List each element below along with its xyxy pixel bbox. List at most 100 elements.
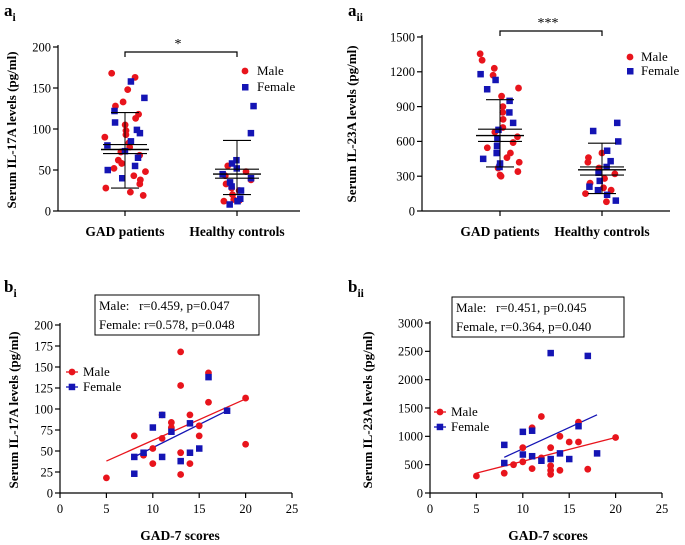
- male-point: [514, 168, 522, 175]
- x-tick-label: 25: [656, 502, 669, 516]
- y-tick-label: 50: [39, 163, 52, 177]
- male-point: [158, 435, 166, 442]
- female-point: [226, 179, 234, 186]
- legend: Male Female: [241, 63, 295, 94]
- female-point: [495, 126, 502, 134]
- male-point: [177, 471, 185, 478]
- y-tick-label: 0: [47, 486, 53, 500]
- male-point: [519, 458, 527, 466]
- male-point: [510, 461, 517, 469]
- legend-male-label: Male: [83, 364, 110, 379]
- male-point: [499, 103, 507, 110]
- panel-bi: bi Serum IL-17A levels (pg/ml) 025507510…: [4, 277, 298, 543]
- male-point: [139, 192, 147, 199]
- female-point: [118, 175, 126, 182]
- female-point: [589, 127, 597, 135]
- axes: 0 300 600 900 1200 1500 GAD patients Healthy co…: [390, 30, 670, 239]
- y-axis-label: Serum IL-23A levels (pg/ml): [344, 45, 359, 202]
- female-point: [506, 109, 513, 116]
- female-point: [186, 449, 194, 456]
- male-point: [103, 474, 110, 482]
- male-point: [507, 149, 514, 157]
- legend-male-marker: [68, 368, 76, 376]
- male-point: [483, 144, 491, 152]
- x-tick-label: 10: [517, 502, 530, 516]
- marks: [473, 349, 619, 480]
- male-point: [612, 434, 619, 441]
- male-point: [473, 472, 480, 480]
- x-tick-label: 5: [473, 502, 479, 516]
- x-tick-label: 10: [147, 502, 160, 516]
- stats-male: Male: r=0.459, p=0.047: [99, 298, 230, 313]
- marks: [101, 69, 261, 208]
- male-point: [124, 86, 132, 94]
- y-tick-label: 2500: [398, 345, 423, 359]
- male-point: [102, 184, 110, 192]
- male-point: [130, 432, 138, 440]
- male-point: [101, 133, 109, 141]
- female-point: [547, 349, 554, 357]
- male-point: [528, 465, 536, 473]
- legend-female-label: Female: [257, 79, 295, 94]
- male-point: [499, 115, 507, 123]
- x-category-label: Healthy controls: [189, 224, 284, 239]
- x-axis-label: GAD-7 scores: [508, 528, 588, 543]
- panel-bii: bii Serum IL-23A levels (pg/ml) 05001000…: [348, 277, 668, 543]
- stats-box-frame: [451, 296, 625, 338]
- female-point: [603, 147, 611, 154]
- legend: Male Female: [66, 364, 121, 394]
- male-point: [126, 188, 134, 196]
- female-point: [501, 459, 508, 467]
- female-point: [615, 138, 622, 145]
- female-point: [140, 449, 147, 456]
- female-point: [501, 441, 508, 449]
- male-point: [118, 160, 126, 167]
- male-point: [490, 64, 498, 72]
- female-point: [586, 183, 593, 190]
- y-tick-label: 100: [32, 122, 51, 136]
- stats-box: Male: r=0.459, p=0.047 Female: r=0.578, …: [94, 294, 260, 336]
- male-point: [603, 198, 610, 206]
- female-point: [111, 107, 118, 115]
- female-point: [127, 138, 135, 145]
- male-point: [177, 449, 185, 457]
- axes: 0 500 1000 1500 2000 2500 3000 0 5 10 15 20 25: [398, 316, 668, 516]
- y-tick-label: 3000: [398, 316, 423, 330]
- female-point: [509, 119, 517, 127]
- y-tick-label: 0: [45, 204, 51, 218]
- legend-male-label: Male: [451, 404, 478, 419]
- y-tick-label: 200: [34, 318, 53, 332]
- female-point: [547, 455, 554, 463]
- female-point: [596, 177, 603, 185]
- male-point: [515, 158, 523, 166]
- legend-female-marker: [242, 84, 249, 91]
- legend-male-marker: [241, 67, 249, 75]
- marks: [103, 348, 250, 482]
- female-point: [205, 373, 212, 381]
- female-point: [136, 129, 144, 137]
- panel-label: ai: [4, 1, 17, 24]
- female-point: [494, 135, 501, 143]
- male-point: [108, 69, 116, 77]
- male-point: [519, 444, 527, 452]
- significance-bracket: [124, 51, 238, 57]
- male-point: [195, 422, 203, 430]
- female-point: [223, 407, 231, 414]
- male-point: [112, 102, 119, 110]
- male-point: [537, 413, 545, 420]
- male-fit-line: [476, 436, 616, 474]
- x-tick-label: 15: [563, 502, 576, 516]
- female-point: [506, 97, 513, 105]
- male-point: [499, 109, 507, 116]
- x-tick-label: 20: [609, 502, 622, 516]
- x-axis-label: GAD-7 scores: [140, 528, 220, 543]
- legend-female-label: Female: [641, 63, 679, 78]
- y-tick-label: 1500: [398, 401, 423, 415]
- significance-label: *: [175, 37, 182, 52]
- female-point: [492, 76, 499, 84]
- male-point: [556, 466, 564, 474]
- female-point: [519, 428, 527, 436]
- y-axis-label: Serum IL-17A levels (pg/ml): [6, 331, 21, 488]
- female-point: [613, 119, 621, 127]
- male-point: [547, 462, 555, 470]
